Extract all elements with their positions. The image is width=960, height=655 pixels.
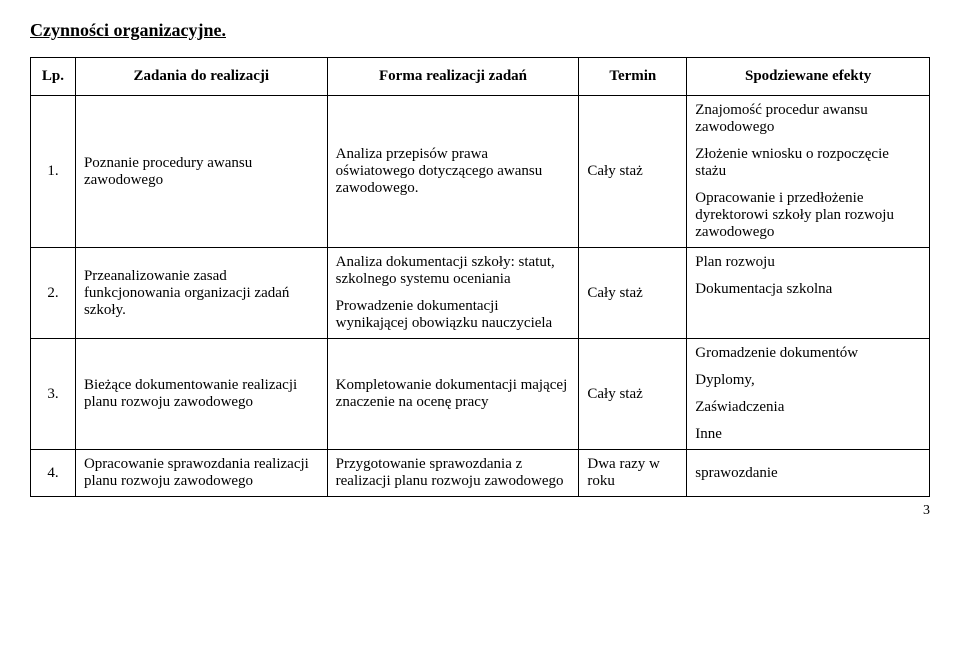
col-header-effect: Spodziewane efekty xyxy=(687,58,930,96)
table-header-row: Lp. Zadania do realizacji Forma realizac… xyxy=(31,58,930,96)
effect-item: sprawozdanie xyxy=(695,465,921,482)
cell-effect: Znajomość procedur awansu zawodowego Zło… xyxy=(687,96,930,248)
effect-item: Zaświadczenia xyxy=(695,399,921,416)
col-header-term: Termin xyxy=(579,58,687,96)
cell-task: Opracowanie sprawozdania realizacji plan… xyxy=(75,450,327,497)
cell-form: Przygotowanie sprawozdania z realizacji … xyxy=(327,450,579,497)
effect-item: Plan rozwoju xyxy=(695,254,921,271)
effect-item: Znajomość procedur awansu zawodowego xyxy=(695,102,921,136)
cell-lp: 4. xyxy=(31,450,76,497)
cell-form: Analiza przepisów prawa oświatowego doty… xyxy=(327,96,579,248)
col-header-task: Zadania do realizacji xyxy=(75,58,327,96)
page-number: 3 xyxy=(30,503,930,519)
cell-form: Kompletowanie dokumentacji mającej znacz… xyxy=(327,339,579,450)
cell-task: Poznanie procedury awansu zawodowego xyxy=(75,96,327,248)
cell-task: Bieżące dokumentowanie realizacji planu … xyxy=(75,339,327,450)
cell-term: Cały staż xyxy=(579,248,687,339)
page-title: Czynności organizacyjne. xyxy=(30,20,930,41)
effect-item: Gromadzenie dokumentów xyxy=(695,345,921,362)
cell-lp: 3. xyxy=(31,339,76,450)
cell-effect: Plan rozwoju Dokumentacja szkolna xyxy=(687,248,930,339)
form-item: Analiza dokumentacji szkoły: statut, szk… xyxy=(336,254,571,288)
cell-task: Przeanalizowanie zasad funkcjonowania or… xyxy=(75,248,327,339)
cell-term: Cały staż xyxy=(579,339,687,450)
table-row: 4. Opracowanie sprawozdania realizacji p… xyxy=(31,450,930,497)
cell-form: Analiza dokumentacji szkoły: statut, szk… xyxy=(327,248,579,339)
table-row: 1. Poznanie procedury awansu zawodowego … xyxy=(31,96,930,248)
table-row: 3. Bieżące dokumentowanie realizacji pla… xyxy=(31,339,930,450)
cell-lp: 1. xyxy=(31,96,76,248)
cell-effect: sprawozdanie xyxy=(687,450,930,497)
col-header-lp: Lp. xyxy=(31,58,76,96)
effect-item: Dokumentacja szkolna xyxy=(695,281,921,298)
activities-table: Lp. Zadania do realizacji Forma realizac… xyxy=(30,57,930,497)
table-row: 2. Przeanalizowanie zasad funkcjonowania… xyxy=(31,248,930,339)
cell-lp: 2. xyxy=(31,248,76,339)
effect-item: Inne xyxy=(695,426,921,443)
effect-item: Złożenie wniosku o rozpoczęcie stażu xyxy=(695,146,921,180)
effect-item: Dyplomy, xyxy=(695,372,921,389)
cell-term: Dwa razy w roku xyxy=(579,450,687,497)
cell-effect: Gromadzenie dokumentów Dyplomy, Zaświadc… xyxy=(687,339,930,450)
effect-item: Opracowanie i przedłożenie dyrektorowi s… xyxy=(695,190,921,241)
cell-term: Cały staż xyxy=(579,96,687,248)
col-header-form: Forma realizacji zadań xyxy=(327,58,579,96)
form-item: Prowadzenie dokumentacji wynikającej obo… xyxy=(336,298,571,332)
